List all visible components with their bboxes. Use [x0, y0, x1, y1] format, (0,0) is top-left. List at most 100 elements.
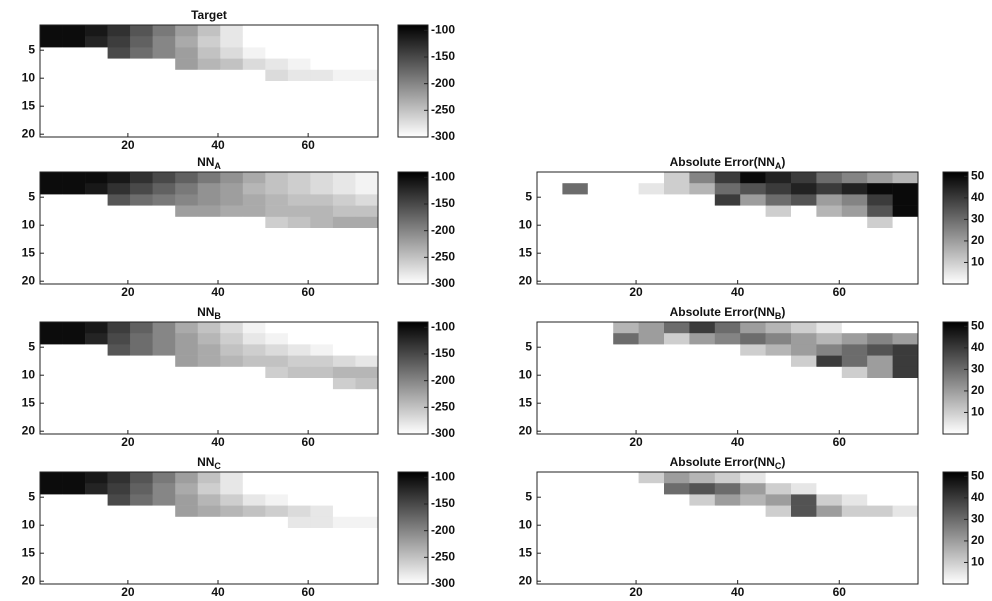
- heatmap-cell: [355, 411, 379, 424]
- heatmap-cell: [816, 528, 843, 540]
- heatmap-cell: [220, 378, 244, 390]
- heatmap-cell: [175, 472, 199, 484]
- heatmap-cell: [175, 69, 199, 82]
- heatmap-cell: [892, 172, 919, 184]
- heatmap-cell: [355, 539, 379, 551]
- heatmap-cell: [40, 58, 63, 71]
- heatmap-cell: [40, 550, 63, 562]
- heatmap-cell: [816, 411, 843, 424]
- heatmap-cell: [765, 378, 792, 390]
- heatmap-cell: [562, 550, 589, 562]
- heatmap-cell: [130, 505, 153, 518]
- heatmap-cell: [107, 172, 131, 184]
- heatmap-cell: [355, 125, 379, 138]
- heatmap-cell: [85, 505, 108, 518]
- heatmap-cell: [867, 378, 893, 390]
- heatmap-cell: [107, 239, 131, 251]
- heatmap-cell: [175, 516, 199, 529]
- heatmap-cell: [265, 250, 289, 262]
- heatmap-cell: [85, 355, 108, 368]
- heatmap-cell: [40, 239, 63, 251]
- heatmap-cell: [40, 25, 63, 37]
- colorbar-tick-label: 30: [971, 362, 985, 376]
- heatmap-cell: [765, 322, 792, 334]
- heatmap-cell: [355, 261, 379, 274]
- heatmap-cell: [613, 400, 639, 412]
- heatmap-cell: [220, 216, 244, 229]
- y-tick-label: 15: [22, 98, 36, 112]
- heatmap-cell: [175, 205, 199, 218]
- heatmap-cell: [175, 400, 199, 412]
- heatmap-cell: [287, 183, 311, 195]
- heatmap-panel: 20 40 60 5 10 15 20 NNC -100 -150 -200 -250 -300: [22, 455, 456, 599]
- heatmap-cell: [220, 366, 244, 379]
- heatmap-cell: [587, 322, 614, 334]
- heatmap-cell: [664, 355, 690, 368]
- heatmap-cell: [242, 400, 266, 412]
- heatmap-cell: [40, 114, 63, 127]
- heatmap-cell: [287, 550, 311, 562]
- heatmap-cell: [537, 528, 563, 540]
- heatmap-cell: [62, 239, 86, 251]
- heatmap-cell: [587, 494, 614, 506]
- heatmap-cell: [62, 261, 86, 274]
- heatmap-cell: [562, 472, 589, 484]
- heatmap-cell: [867, 228, 893, 240]
- heatmap-cell: [40, 205, 63, 218]
- heatmap-cell: [613, 183, 639, 195]
- heatmap-cell: [242, 494, 266, 506]
- x-tick-label: 20: [629, 435, 643, 449]
- heatmap-cell: [287, 216, 311, 229]
- heatmap-cell: [130, 239, 153, 251]
- x-tick-label: 60: [833, 435, 847, 449]
- heatmap-cell: [62, 205, 86, 218]
- heatmap-cell: [791, 572, 817, 585]
- heatmap-cell: [62, 366, 86, 379]
- colorbar-tick-label: -100: [431, 23, 455, 37]
- heatmap-cell: [130, 355, 153, 368]
- heatmap-cell: [537, 272, 563, 285]
- heatmap-cell: [638, 344, 665, 356]
- heatmap-cell: [355, 472, 379, 484]
- colorbar-tick-label: -200: [431, 76, 455, 90]
- heatmap-cell: [310, 103, 334, 115]
- heatmap-cell: [892, 344, 919, 356]
- heatmap-cell: [562, 539, 589, 551]
- heatmap-cell: [587, 539, 614, 551]
- heatmap-cell: [85, 114, 108, 127]
- heatmap-cell: [287, 194, 311, 206]
- heatmap-cell: [287, 69, 311, 82]
- heatmap-cell: [613, 422, 639, 435]
- heatmap-cell: [220, 355, 244, 368]
- panel-title: Absolute Error(NNC): [670, 455, 786, 471]
- heatmap-cell: [287, 400, 311, 412]
- heatmap-cell: [287, 228, 311, 240]
- heatmap-cell: [62, 92, 86, 104]
- heatmap-cell: [107, 333, 131, 345]
- heatmap-cell: [62, 389, 86, 401]
- heatmap-cell: [62, 25, 86, 37]
- heatmap-cell: [332, 355, 356, 368]
- heatmap-cell: [197, 125, 221, 138]
- heatmap-cell: [310, 411, 334, 424]
- heatmap-cell: [638, 322, 665, 334]
- heatmap-cell: [175, 183, 199, 195]
- heatmap-cell: [197, 344, 221, 356]
- heatmap-cell: [562, 205, 589, 218]
- heatmap-cell: [740, 472, 766, 484]
- heatmap-cell: [892, 261, 919, 274]
- x-tick-label: 20: [121, 285, 135, 299]
- heatmap-cell: [242, 572, 266, 585]
- heatmap-cell: [265, 389, 289, 401]
- heatmap-cell: [791, 494, 817, 506]
- heatmap-cell: [791, 272, 817, 285]
- heatmap-cell: [867, 205, 893, 218]
- heatmap-cell: [197, 422, 221, 435]
- heatmap-cell: [332, 228, 356, 240]
- heatmap-cell: [587, 516, 614, 529]
- heatmap-cell: [537, 205, 563, 218]
- heatmap-cell: [714, 333, 741, 345]
- heatmap-cell: [40, 272, 63, 285]
- heatmap-cell: [892, 239, 919, 251]
- heatmap-cell: [62, 322, 86, 334]
